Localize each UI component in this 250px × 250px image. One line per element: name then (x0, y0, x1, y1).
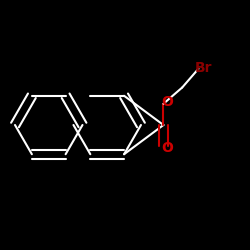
Text: Br: Br (195, 60, 213, 74)
Text: O: O (162, 96, 173, 110)
Text: O: O (162, 140, 173, 154)
